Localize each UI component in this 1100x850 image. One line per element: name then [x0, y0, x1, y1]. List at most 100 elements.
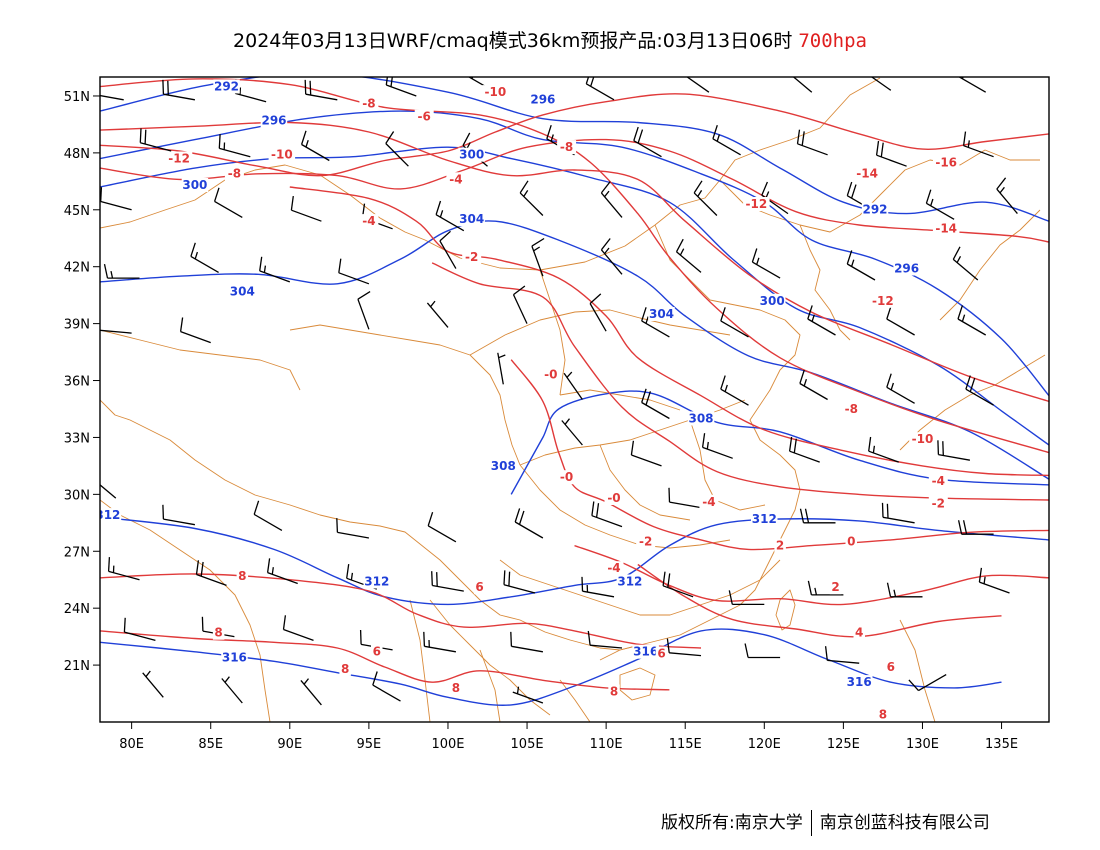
- wind-barb: [304, 79, 338, 101]
- boundary-japan-2: [899, 354, 1046, 451]
- temperature-contour-label: 8: [341, 662, 349, 676]
- wind-barb: [720, 307, 749, 338]
- wind-barb: [510, 631, 544, 653]
- contour-label-bg: [268, 147, 296, 162]
- lon-tick-label: 105E: [511, 737, 544, 752]
- wind-barb: [435, 200, 465, 232]
- height-contour-label: 300: [760, 294, 785, 308]
- temperature-contour-label: -2: [639, 535, 652, 549]
- height-contour-label: 292: [214, 79, 239, 93]
- wind-barb: [300, 678, 322, 706]
- wind-barb: [427, 511, 457, 543]
- temperature-contour-minus6: [100, 78, 1049, 454]
- lon-tick-label: 80E: [119, 737, 144, 752]
- contour-label-bg: [229, 284, 256, 299]
- contour-label-bg: [339, 661, 351, 676]
- temperature-contour-label: 8: [238, 569, 246, 583]
- wind-barb: [253, 500, 283, 531]
- wind-barb: [996, 177, 1018, 215]
- temperature-contour-label: -4: [607, 561, 620, 575]
- lon-tick-label: 120E: [748, 737, 781, 752]
- wind-barb: [107, 557, 140, 581]
- wind-barb: [957, 305, 987, 336]
- wind-barb: [512, 285, 528, 324]
- contour-label-bg: [604, 561, 624, 576]
- wind-barb: [431, 571, 464, 592]
- wind-barb: [561, 418, 583, 446]
- contour-label-bg: [557, 470, 577, 485]
- contour-label-bg: [359, 214, 379, 229]
- contour-label-bg: [458, 212, 485, 227]
- height-contour-292: [100, 77, 1049, 222]
- wind-barb: [139, 128, 172, 152]
- temperature-contour-0: [510, 359, 1049, 551]
- wind-barb: [585, 77, 615, 101]
- boundary-india: [100, 499, 271, 722]
- boundary-province-10: [654, 224, 736, 306]
- contour-label-bg: [759, 293, 786, 308]
- wind-barb: [675, 238, 702, 273]
- temperature-contour-label: 6: [657, 647, 665, 661]
- contour-label-bg: [846, 675, 873, 690]
- contour-label-bg: [462, 250, 482, 265]
- lat-tick-label: 33N: [64, 431, 90, 446]
- wind-barb: [630, 440, 662, 467]
- height-contour-label: 304: [649, 307, 674, 321]
- contour-label-bg: [604, 491, 624, 505]
- contour-label-bg: [829, 580, 842, 595]
- wind-barb: [693, 180, 718, 216]
- boundary-hainan: [619, 667, 656, 701]
- temperature-contour-label: 8: [452, 681, 460, 695]
- wind-barb: [870, 77, 892, 91]
- wind-barb: [686, 77, 710, 93]
- wind-barb: [807, 305, 836, 336]
- height-contour-label: 296: [894, 262, 919, 276]
- wind-barb: [234, 79, 267, 103]
- wind-barb: [962, 131, 994, 158]
- boundary-province-8: [689, 419, 766, 511]
- wind-barb: [886, 582, 923, 598]
- wind-barb: [744, 643, 781, 659]
- wind-barb: [925, 189, 955, 220]
- wind-barb: [720, 375, 749, 406]
- boundary-se-asia: [409, 599, 431, 722]
- contour-labels: 292 296 296 300 300 292 304 296 304 300 304 308 308 3…: [100, 79, 960, 722]
- lat-tick-label: 51N: [64, 90, 90, 105]
- contour-label-bg: [608, 684, 620, 699]
- height-contour-label: 316: [847, 675, 872, 689]
- wind-barb: [799, 369, 828, 401]
- wind-barb: [668, 487, 702, 509]
- wind-barb: [503, 570, 536, 594]
- temperature-contour-label: -0: [544, 368, 557, 382]
- temperature-contour-label: -0: [607, 491, 620, 505]
- wind-barb: [100, 94, 124, 101]
- wind-barb: [563, 371, 583, 400]
- temperature-contour-label: -6: [418, 110, 431, 124]
- wind-barb: [385, 131, 409, 167]
- contour-label-bg: [845, 534, 857, 549]
- boundary-province-11: [499, 559, 781, 616]
- height-contour-304: [100, 220, 1049, 480]
- wind-barb: [600, 238, 623, 275]
- wind-barb: [701, 433, 733, 459]
- contour-label-bg: [529, 92, 557, 107]
- lat-tick-label: 45N: [64, 204, 90, 219]
- wind-barb: [886, 305, 915, 336]
- wind-barb: [908, 674, 947, 692]
- wind-barb: [100, 187, 132, 211]
- temperature-contour-minus8: [100, 121, 1049, 403]
- contour-label-bg: [359, 96, 379, 111]
- contour-label-bg: [414, 109, 434, 124]
- boundary-province-7: [599, 444, 691, 521]
- wind-barb: [666, 638, 702, 657]
- wind-barb: [641, 307, 670, 338]
- temperature-contour-label: -16: [935, 155, 957, 169]
- boundary-se-asia-3: [559, 679, 591, 722]
- contour-label-bg: [928, 496, 948, 511]
- temperature-contour-label: -8: [228, 167, 241, 181]
- wind-barb: [531, 237, 545, 277]
- wind-barb: [662, 571, 694, 598]
- wind-barb: [591, 501, 623, 528]
- temperature-contour-label: 4: [855, 626, 863, 640]
- temperature-contour-label: -14: [935, 222, 957, 236]
